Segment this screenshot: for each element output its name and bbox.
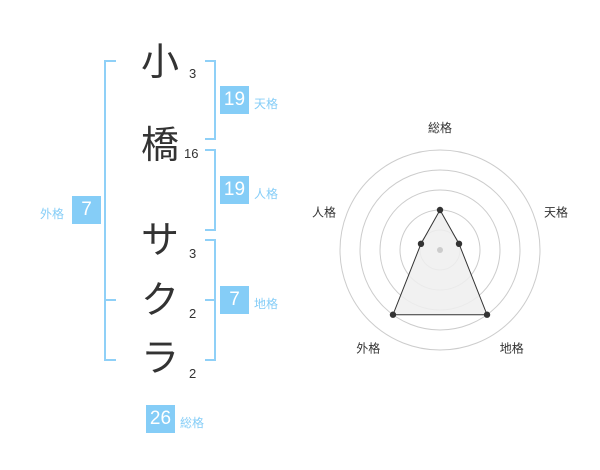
name-char: 小 — [140, 40, 179, 84]
radar-axis-label: 人格 — [312, 204, 336, 219]
bracket-tick — [205, 359, 216, 361]
soukaku-value: 26 — [146, 405, 175, 433]
stroke-count: 2 — [189, 366, 197, 381]
radar-center — [437, 247, 443, 253]
stroke-count: 2 — [189, 306, 197, 321]
radar-ring — [359, 169, 521, 331]
name-char: ラ — [140, 336, 179, 380]
radar-area — [392, 208, 488, 316]
name-char: サ — [140, 218, 179, 262]
tenkaku-bracket — [214, 60, 216, 140]
bracket-tick — [205, 299, 216, 301]
chikaku-value: 7 — [220, 286, 249, 314]
tenkaku-value: 19 — [220, 86, 249, 114]
radar-point — [455, 240, 463, 248]
radar-axis-label: 天格 — [544, 204, 568, 219]
bracket-tick — [205, 60, 216, 62]
gaikaku-bracket — [104, 60, 106, 361]
jinkaku-label: 人格 — [254, 187, 279, 201]
radar-point — [417, 240, 425, 248]
stroke-count: 3 — [189, 246, 197, 261]
gaikaku-label: 外格 — [40, 207, 65, 221]
bracket-tick — [104, 299, 116, 301]
radar-axis-label: 総格 — [428, 120, 452, 135]
radar-ring — [339, 149, 541, 351]
bracket-tick — [104, 359, 116, 361]
stroke-count: 3 — [189, 66, 197, 81]
radar-point — [389, 311, 397, 318]
chikaku-label: 地格 — [254, 297, 279, 311]
bracket-tick — [205, 239, 216, 241]
bracket-tick — [205, 138, 216, 140]
bracket-tick — [205, 229, 216, 231]
jinkaku-value: 19 — [220, 176, 249, 204]
bracket-tick — [104, 60, 116, 62]
soukaku-label: 総格 — [180, 416, 205, 430]
radar-point — [483, 311, 491, 318]
tenkaku-label: 天格 — [254, 97, 279, 111]
radar-axis-label: 外格 — [356, 341, 380, 356]
stroke-count: 16 — [184, 146, 199, 161]
radar-point — [436, 206, 444, 214]
bracket-tick — [205, 149, 216, 151]
name-char: ク — [140, 278, 179, 322]
gaikaku-value: 7 — [72, 196, 101, 224]
radar-axis-label: 地格 — [500, 341, 524, 356]
name-char: 橋 — [140, 123, 179, 167]
jinkaku-bracket — [214, 149, 216, 231]
